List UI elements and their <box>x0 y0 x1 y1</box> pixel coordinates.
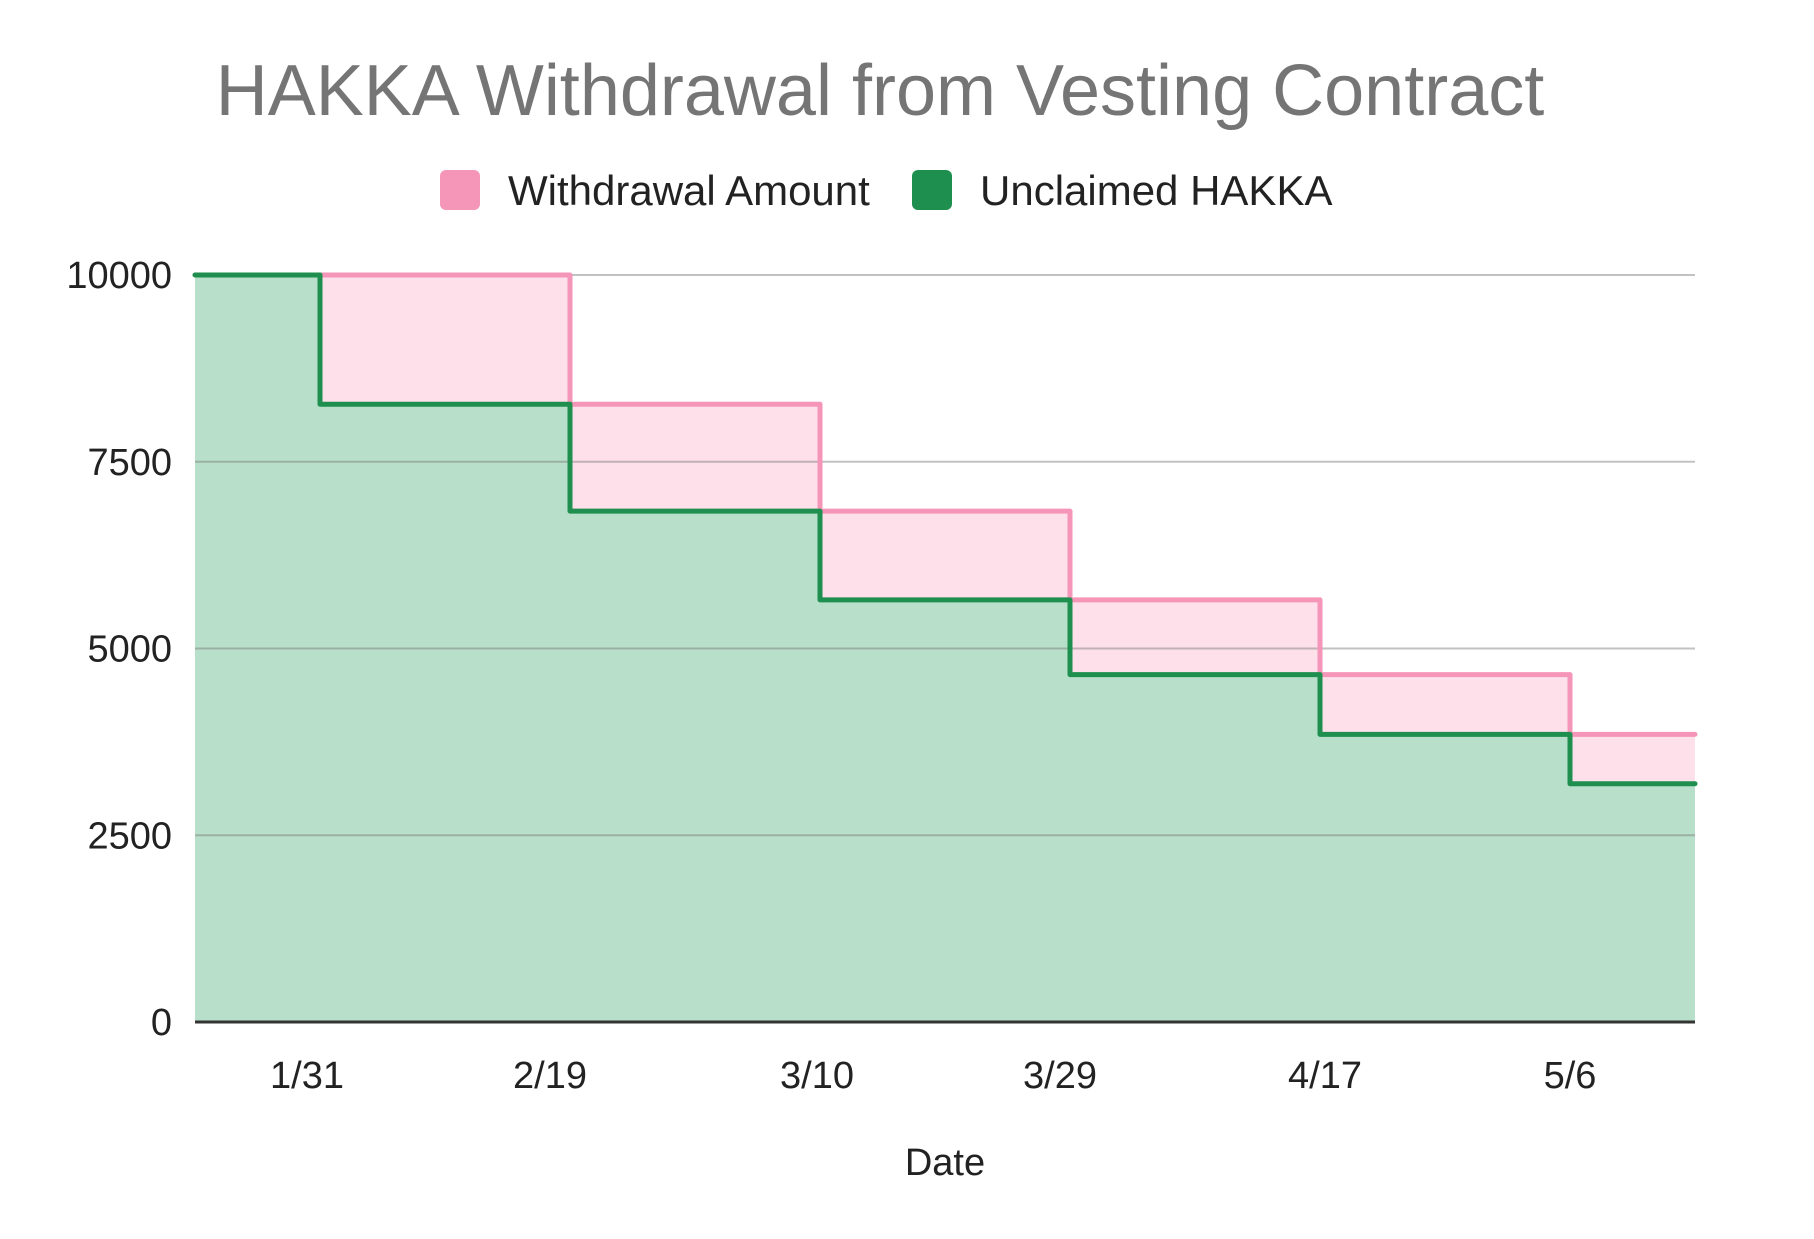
legend-label-withdrawal-amount: Withdrawal Amount <box>508 167 870 214</box>
legend-label-unclaimed-hakka: Unclaimed HAKKA <box>980 167 1332 214</box>
y-tick-label-2500: 2500 <box>87 815 172 857</box>
y-tick-label-7500: 7500 <box>87 442 172 484</box>
chart-title: HAKKA Withdrawal from Vesting Contract <box>216 51 1545 131</box>
series-line-withdrawal-amount <box>192 272 1698 737</box>
x-tick-label-5-6: 5/6 <box>1544 1055 1597 1097</box>
legend-swatch-unclaimed-hakka <box>912 170 952 210</box>
x-tick-label-2-19: 2/19 <box>513 1055 587 1097</box>
legend: Withdrawal Amount Unclaimed HAKKA <box>440 167 1332 214</box>
series-line-unclaimed-hakka <box>192 272 1698 787</box>
x-tick-label-4-17: 4/17 <box>1288 1055 1362 1097</box>
legend-swatch-withdrawal-amount <box>440 170 480 210</box>
x-tick-label-3-10: 3/10 <box>780 1055 854 1097</box>
x-tick-label-3-29: 3/29 <box>1023 1055 1097 1097</box>
plot-area: 0 2500 5000 7500 10000 1/31 2/19 3/10 3/29 4/17 5/… <box>66 255 1698 1097</box>
x-axis-title: Date <box>905 1142 985 1184</box>
y-tick-label-10000: 10000 <box>66 255 172 297</box>
y-tick-label-5000: 5000 <box>87 629 172 671</box>
y-tick-label-0: 0 <box>151 1002 172 1044</box>
x-tick-label-1-31: 1/31 <box>270 1055 344 1097</box>
